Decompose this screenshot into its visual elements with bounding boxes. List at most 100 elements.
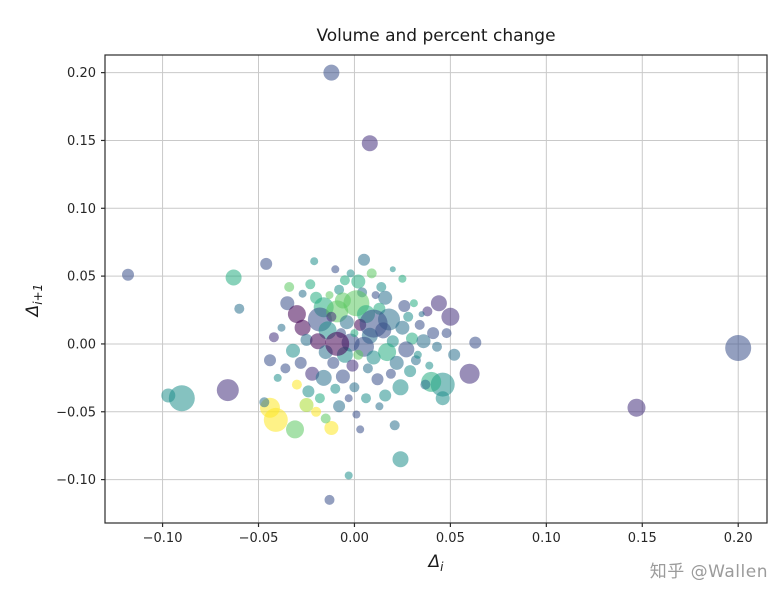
bubble <box>432 341 442 352</box>
bubble <box>413 350 422 359</box>
x-tick-label: 0.10 <box>532 531 561 546</box>
bubble <box>286 343 300 358</box>
bubble <box>325 331 350 356</box>
bubble <box>298 289 307 298</box>
bubble <box>291 379 302 390</box>
bubble <box>392 379 409 396</box>
x-tick-label: 0.00 <box>340 531 369 546</box>
bubble <box>305 279 316 290</box>
y-tick-label: 0.15 <box>67 134 96 149</box>
bubble <box>441 328 452 339</box>
bubble <box>339 315 354 330</box>
bubble <box>371 373 384 386</box>
bubble <box>310 333 326 350</box>
bubble <box>310 257 319 266</box>
bubble <box>330 383 341 394</box>
bubble <box>349 382 360 393</box>
bubble <box>280 363 291 374</box>
bubble <box>161 388 176 403</box>
bubble <box>392 451 409 468</box>
bubble <box>389 266 396 273</box>
bubble <box>414 319 425 330</box>
bubble <box>350 329 359 338</box>
bubble <box>314 393 325 404</box>
x-tick-label: 0.05 <box>436 531 465 546</box>
y-tick-label: 0.20 <box>67 66 96 81</box>
bubble <box>264 354 276 367</box>
bubble <box>406 332 418 345</box>
bubble <box>361 135 378 152</box>
bubble <box>273 373 282 382</box>
bubble <box>305 366 320 381</box>
bubble <box>627 398 646 417</box>
bubble <box>361 393 371 404</box>
x-tick-label: 0.20 <box>724 531 753 546</box>
bubble <box>418 311 425 318</box>
bubble <box>323 64 340 81</box>
bubble <box>286 420 304 439</box>
bubble <box>362 363 373 374</box>
bubble <box>320 413 331 424</box>
bubble <box>315 369 332 386</box>
bubble <box>385 368 396 379</box>
bubble <box>300 333 313 346</box>
bubble <box>398 274 407 283</box>
bubble <box>435 391 450 406</box>
bubble <box>302 385 315 398</box>
bubble <box>416 334 431 349</box>
x-axis-label-sub: i <box>440 560 444 574</box>
y-tick-label: −0.10 <box>56 473 96 488</box>
bubble <box>395 320 410 335</box>
bubble <box>389 420 400 431</box>
x-tick-label: 0.15 <box>628 531 657 546</box>
y-tick-label: −0.05 <box>56 405 96 420</box>
bubble <box>344 394 353 403</box>
plot-border <box>104 54 768 524</box>
bubble <box>441 307 460 326</box>
bubble <box>375 402 384 411</box>
bubble <box>344 471 353 480</box>
bubble <box>425 361 434 370</box>
bubble <box>346 269 355 278</box>
bubble <box>259 397 270 408</box>
bubble <box>324 421 339 435</box>
bubble <box>378 343 397 362</box>
bubble <box>335 369 350 384</box>
bubble <box>371 291 380 300</box>
bubble <box>379 389 392 402</box>
y-axis-label-sub: i+1 <box>31 283 45 305</box>
y-tick-label: 0.05 <box>67 270 96 285</box>
bubble <box>333 400 346 413</box>
bubble <box>294 319 311 336</box>
bubble <box>346 359 359 372</box>
bubble <box>225 269 242 286</box>
bubble <box>353 349 364 360</box>
bubble <box>327 356 340 369</box>
bubble <box>356 425 365 434</box>
x-tick-label: −0.10 <box>143 531 183 546</box>
x-tick-label: −0.05 <box>239 531 279 546</box>
bubble <box>325 291 334 300</box>
bubble <box>216 379 239 402</box>
bubble <box>287 305 306 324</box>
x-axis-label-base: Δ <box>428 552 441 572</box>
bubble <box>389 355 404 370</box>
bubble <box>459 363 480 384</box>
bubble <box>168 385 195 412</box>
bubble <box>280 296 295 311</box>
bubble <box>351 274 366 289</box>
bubble <box>420 379 431 390</box>
bubble <box>422 306 433 317</box>
bubble <box>331 265 340 274</box>
bubble <box>427 327 440 340</box>
bubble <box>469 336 482 349</box>
bubble <box>403 311 414 322</box>
bubble <box>326 311 337 322</box>
bubble <box>359 309 388 338</box>
bubble <box>234 303 245 314</box>
bubble <box>299 398 314 412</box>
bubble <box>398 300 411 312</box>
bubble <box>409 299 418 308</box>
